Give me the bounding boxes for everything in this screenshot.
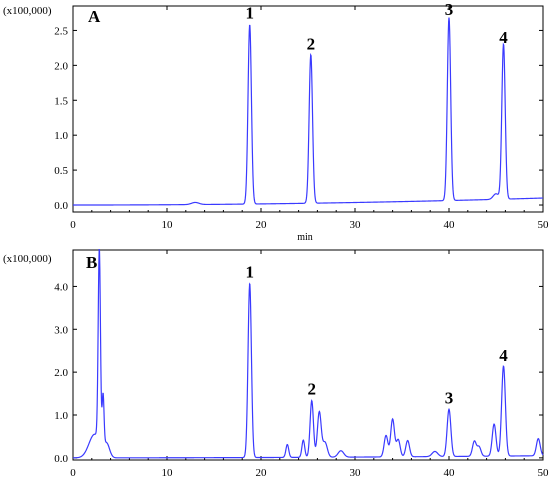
y-tick-label: 0.0 [54, 200, 68, 212]
panel-letter: A [88, 7, 101, 26]
peak-3-apex [448, 409, 450, 412]
y-tick-label: 1.0 [54, 130, 68, 142]
y-tick-label: 2.5 [54, 25, 68, 37]
y-tick-label: 1.5 [54, 95, 68, 107]
peak-label: 1 [245, 4, 254, 23]
x-tick-label: 30 [350, 467, 362, 479]
peak-label: 3 [445, 389, 454, 408]
peak-2-apex [310, 55, 312, 58]
y-tick-label: 2.0 [54, 60, 68, 72]
chromatogram-trace [73, 17, 544, 206]
x-tick-label: 50 [538, 219, 550, 231]
x-tick-label: 0 [70, 467, 76, 479]
x-tick-label: 20 [256, 467, 268, 479]
y-tick-label: 4.0 [54, 281, 68, 293]
plot-frame [72, 249, 544, 461]
peak-4-apex [502, 367, 505, 369]
x-tick-label: 0 [70, 219, 76, 231]
y-tick-label: 0.5 [54, 165, 68, 177]
x-tick-label: 40 [444, 219, 456, 231]
y-tick-label: 2.0 [54, 367, 68, 379]
peak-label: 2 [307, 34, 316, 53]
y-unit-label: (x100,000) [3, 253, 52, 265]
peak-2-apex [310, 400, 313, 403]
x-tick-label: 30 [350, 219, 362, 231]
peak-1-apex [248, 283, 251, 286]
x-tick-label: 10 [162, 467, 174, 479]
plot-frame [72, 5, 544, 213]
x-tick-label: 10 [162, 219, 174, 231]
chromatogram-trace [73, 248, 544, 459]
x-tick-label: 50 [538, 467, 550, 479]
peak-label: 3 [445, 0, 454, 19]
x-axis-label: min [297, 232, 313, 243]
y-tick-label: 1.0 [54, 410, 68, 422]
peak-4-apex [502, 49, 505, 51]
y-tick-label: 3.0 [54, 324, 68, 336]
peak-label: 2 [308, 379, 317, 398]
y-tick-label: 0.0 [54, 453, 68, 465]
panel-b: 0.0 1.0 2.0 3.0 4.0 0 10 20 30 40 50 (x100,000) B 1 2 3… [3, 248, 550, 479]
x-tick-label: 40 [444, 467, 456, 479]
peak-label: 1 [245, 262, 254, 281]
y-unit-label: (x100,000) [3, 5, 52, 17]
panel-a: 0.0 0.5 1.0 1.5 2.0 2.5 0 10 20 30 40 50 (x100,000) A… [3, 0, 549, 243]
peak-label: 4 [499, 346, 508, 365]
panel-letter: B [86, 253, 97, 272]
peak-label: 4 [499, 28, 508, 47]
peak-1-apex [248, 24, 251, 27]
peak-3-apex [448, 21, 450, 23]
x-tick-label: 20 [256, 219, 268, 231]
